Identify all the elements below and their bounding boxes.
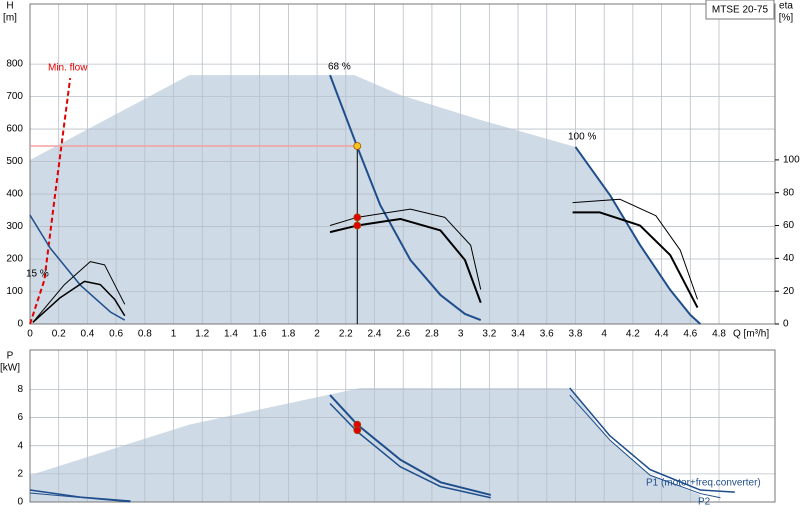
curve: [32, 261, 126, 323]
x-tick-label: 2.2: [339, 329, 353, 340]
annotation: Min. flow: [48, 63, 88, 74]
x-tick-label: 0.2: [52, 329, 66, 340]
y-tick-label: 0: [17, 497, 23, 508]
annotation: 15 %: [26, 269, 49, 280]
y2-tick-label: 20: [783, 286, 795, 297]
curve: [574, 146, 702, 325]
operating-point: [353, 213, 362, 222]
curve: [329, 394, 492, 496]
y-tick-label: 0: [17, 319, 23, 330]
legend-label: MTSE 20-75: [712, 5, 769, 16]
curve: [29, 492, 131, 503]
curve: [29, 77, 72, 325]
y-tick-label: 500: [6, 156, 23, 167]
y-tick-label: 200: [6, 254, 23, 265]
annotation: P2: [698, 497, 711, 508]
x-tick-label: 2.8: [425, 329, 439, 340]
x-tick-label: 2.4: [368, 329, 382, 340]
y2-tick-label: 80: [783, 187, 795, 198]
y-tick-label: 8: [17, 384, 23, 395]
y-tick-label: 4: [17, 440, 23, 451]
y-axis-label: P: [7, 351, 14, 362]
curve: [329, 217, 482, 304]
y-tick-label: 6: [17, 412, 23, 423]
operating-point: [353, 426, 362, 435]
x-tick-label: 0.4: [80, 329, 94, 340]
curve: [329, 402, 491, 499]
y-tick-label: 600: [6, 124, 23, 135]
operating-point: [353, 221, 362, 230]
x-tick-label: 1.6: [253, 329, 267, 340]
x-tick-label: 4: [601, 329, 607, 340]
y2-tick-label: 0: [783, 319, 789, 330]
y2-axis-label: eta: [779, 1, 793, 12]
x-tick-label: 1.4: [224, 329, 238, 340]
annotation: P1 (motor+freq.converter): [646, 478, 761, 489]
plot-frame: [29, 349, 776, 503]
x-tick-label: 1.8: [281, 329, 295, 340]
y-axis-label: H: [6, 1, 13, 12]
y2-tick-label: 40: [783, 253, 795, 264]
x-tick-label: 0.8: [138, 329, 152, 340]
y-tick-label: 300: [6, 221, 23, 232]
x-tick-label: 3.2: [482, 329, 496, 340]
x-axis-label: Q [m³/h]: [733, 329, 769, 340]
x-tick-label: 3.4: [511, 329, 525, 340]
y-axis-label: [m]: [3, 13, 17, 24]
x-tick-label: 4.6: [683, 329, 697, 340]
operating-range: [30, 75, 701, 324]
curve: [569, 394, 721, 499]
legend-box: [705, 0, 775, 20]
x-tick-label: 4.2: [626, 329, 640, 340]
x-tick-label: 3.8: [569, 329, 583, 340]
x-tick-label: 2.6: [396, 329, 410, 340]
plot-frame: [29, 3, 776, 325]
x-tick-label: 2: [314, 329, 320, 340]
annotation: 68 %: [328, 62, 351, 73]
curve: [569, 387, 735, 493]
x-tick-label: 1: [171, 329, 177, 340]
curve: [572, 211, 699, 309]
y2-axis-label: [%]: [779, 13, 794, 24]
x-tick-label: 3.6: [540, 329, 554, 340]
x-tick-label: 4.8: [712, 329, 726, 340]
x-tick-label: 4.4: [655, 329, 669, 340]
y-tick-label: 700: [6, 91, 23, 102]
y-tick-label: 400: [6, 189, 23, 200]
annotation: 100 %: [568, 132, 596, 143]
x-tick-label: 0.6: [109, 329, 123, 340]
y-tick-label: 100: [6, 286, 23, 297]
x-tick-label: 0: [27, 329, 33, 340]
x-tick-label: 1.2: [195, 329, 209, 340]
curve: [329, 208, 482, 290]
operating-point: [353, 142, 362, 150]
x-tick-label: 3: [458, 329, 464, 340]
y-axis-label: [kW]: [0, 363, 20, 374]
curve: [572, 198, 698, 300]
y-tick-label: 800: [6, 59, 23, 70]
y-tick-label: 2: [17, 468, 23, 479]
curve: [32, 280, 126, 323]
y2-tick-label: 60: [783, 220, 795, 231]
y2-tick-label: 100: [783, 155, 800, 166]
